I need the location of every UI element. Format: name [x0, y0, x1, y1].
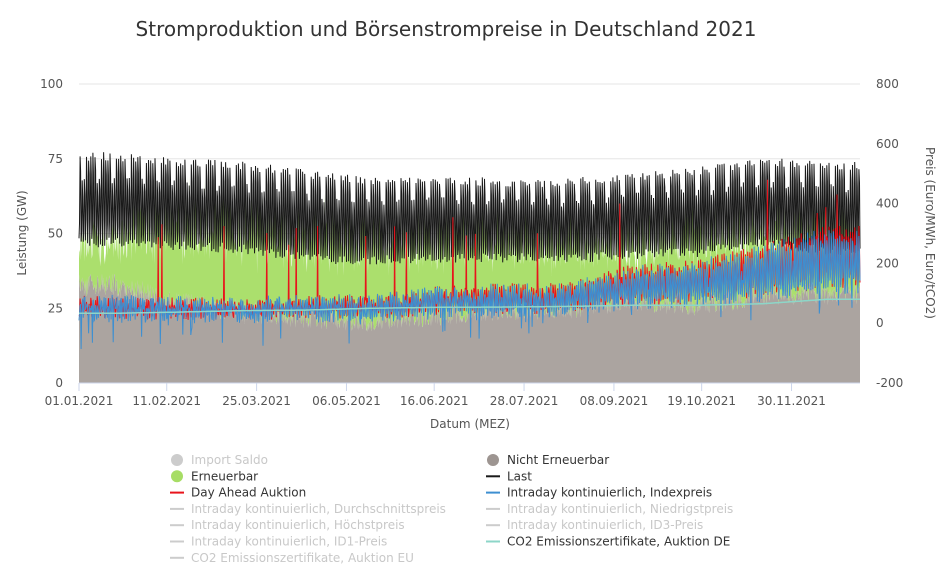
y-left-tick-label: 25: [48, 301, 63, 315]
x-tick-label: 28.07.2021: [490, 394, 559, 408]
series-last-line: [78, 152, 861, 265]
plot-area: [78, 152, 861, 383]
legend-label: CO2 Emissionszertifikate, Auktion DE: [507, 535, 730, 549]
legend-label: Intraday kontinuierlich, Durchschnittspr…: [191, 502, 446, 516]
y-axis-right-label: Preis (Euro/MWh, Euro/tCO2): [923, 147, 937, 319]
x-tick-label: 11.02.2021: [132, 394, 201, 408]
x-tick-label: 08.09.2021: [580, 394, 649, 408]
series-nicht-erneuerbar-area: [79, 273, 860, 383]
y-left-tick-label: 100: [40, 77, 63, 91]
legend-label: Last: [507, 469, 532, 483]
y-right-tick-label: 400: [876, 197, 899, 211]
legend-label: Intraday kontinuierlich, ID1-Preis: [191, 535, 387, 549]
x-tick-label: 19.10.2021: [667, 394, 736, 408]
y-axis-left-label: Leistung (GW): [15, 190, 29, 275]
legend-label: CO2 Emissionszertifikate, Auktion EU: [191, 551, 414, 565]
x-tick-label: 06.05.2021: [312, 394, 381, 408]
y-right-tick-label: -200: [876, 376, 903, 390]
y-left-tick-label: 0: [55, 376, 63, 390]
legend-label: Day Ahead Auktion: [191, 486, 306, 500]
chart-title: Stromproduktion und Börsenstrompreise in…: [136, 17, 757, 41]
legend-label: Intraday kontinuierlich, ID3-Preis: [507, 518, 703, 532]
y-right-tick-label: 200: [876, 256, 899, 270]
y-left-tick-label: 75: [48, 152, 63, 166]
legend-label: Intraday kontinuierlich, Indexpreis: [507, 486, 712, 500]
axes: 0 25 50 75 100 -200 0 200 400 600 800 01.01.2021 11.…: [40, 77, 903, 408]
x-tick-label: 30.11.2021: [757, 394, 826, 408]
legend-label: Import Saldo: [191, 453, 268, 467]
legend-label: Nicht Erneuerbar: [507, 453, 609, 467]
legend-marker-circle: [171, 470, 183, 483]
legend: Import Saldo Nicht Erneuerbar Erneuerbar La…: [170, 453, 733, 565]
x-tick-label: 01.01.2021: [45, 394, 114, 408]
y-left-tick-label: 50: [48, 227, 63, 241]
legend-marker-circle: [171, 454, 183, 466]
legend-marker-circle: [487, 454, 499, 466]
legend-label: Intraday kontinuierlich, Niedrigstpreis: [507, 502, 733, 516]
x-tick-label: 25.03.2021: [222, 394, 291, 408]
x-axis-label: Datum (MEZ): [430, 417, 510, 431]
legend-label: Intraday kontinuierlich, Höchstpreis: [191, 518, 405, 532]
y-right-tick-label: 600: [876, 137, 899, 151]
series-intraday-index-line: [78, 230, 861, 350]
y-right-tick-label: 0: [876, 316, 884, 330]
series-co2-de-line: [79, 298, 860, 315]
y-right-tick-label: 800: [876, 77, 899, 91]
legend-label: Erneuerbar: [191, 469, 258, 483]
x-tick-label: 16.06.2021: [400, 394, 469, 408]
